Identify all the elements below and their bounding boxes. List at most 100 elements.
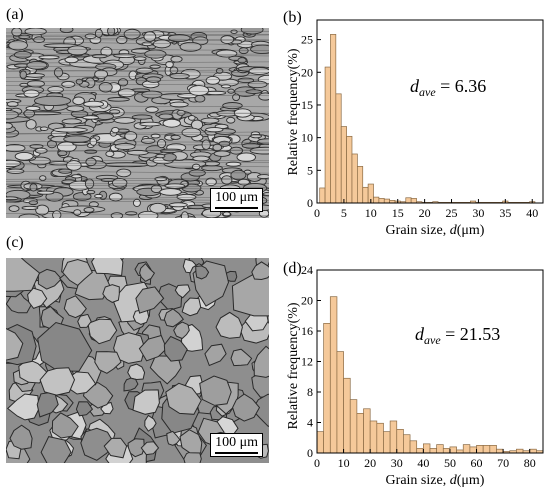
bar-d-19 (442, 448, 451, 454)
x-axis-title-d-unit: (μm) (457, 473, 485, 488)
scalebar-c-line (215, 452, 258, 454)
scalebar-a-line (215, 207, 258, 209)
bar-d-6 (356, 413, 364, 454)
x-tick-label-b-1: 5 (341, 206, 347, 220)
bar-b-0 (319, 187, 326, 204)
bar-d-9 (376, 422, 384, 454)
bar-d-11 (389, 420, 398, 454)
y-tick-label-b-1: 5 (307, 163, 313, 177)
x-tick-label-d-0: 0 (314, 456, 320, 470)
annotation-b-subscript: ave (419, 85, 436, 99)
x-tick-label-b-7: 35 (499, 206, 511, 220)
bar-d-17 (429, 448, 437, 454)
x-axis-title-d: Grain size, d(μm) (386, 473, 485, 488)
y-tick-label-d-5: 20 (301, 294, 313, 308)
micrograph-a: 100 μm (6, 28, 269, 218)
bar-b-4 (340, 126, 347, 204)
y-axis-title-b: Relative frequency(%) (286, 48, 301, 175)
bar-d-1 (323, 323, 331, 454)
bar-d-27 (496, 448, 504, 454)
bar-d-3 (336, 351, 344, 454)
bar-b-5 (346, 135, 353, 204)
y-tick-label-d-2: 8 (307, 385, 313, 399)
annotation-d-subscript: ave (424, 333, 441, 347)
x-tick-label-d-1: 10 (338, 456, 350, 470)
bar-d-5 (349, 399, 358, 454)
x-tick-label-d-2: 20 (364, 456, 376, 470)
bar-d-25 (482, 445, 491, 454)
bar-d-14 (409, 440, 418, 454)
y-axis-title-d: Relative frequency(%) (286, 302, 301, 429)
y-tick-label-b-4: 20 (301, 65, 313, 79)
bar-d-22 (462, 444, 471, 454)
histogram-d: (d) 0 10 20 30 40 50 60 70 80 0 4 8 12 16 20 24 Relativ… (283, 260, 544, 488)
x-tick-label-d-4: 40 (417, 456, 429, 470)
annotation-b: dave = 6.36 (410, 76, 486, 99)
x-tick-label-b-3: 15 (392, 206, 404, 220)
bar-d-12 (396, 429, 404, 454)
y-tick-label-d-6: 24 (301, 263, 313, 277)
bar-d-7 (363, 408, 371, 454)
annotation-b-value: = 6.36 (436, 76, 487, 96)
bar-b-10 (373, 196, 380, 204)
bar-d-15 (416, 448, 424, 454)
x-tick-label-d-5: 50 (444, 456, 456, 470)
panel-label-b: (b) (283, 9, 302, 26)
bar-d-18 (436, 444, 444, 454)
x-tick-label-b-8: 40 (526, 206, 538, 220)
x-tick-label-d-6: 60 (471, 456, 483, 470)
x-axis-title-b-unit: (μm) (457, 223, 485, 238)
histogram-b: (b) 0 5 10 15 20 25 30 35 40 0 5 10 15 20 25 Relative … (283, 9, 544, 238)
x-tick-label-b-4: 20 (419, 206, 431, 220)
x-axis-title-d-symbol: d (450, 473, 458, 488)
x-tick-label-b-6: 30 (472, 206, 484, 220)
x-tick-label-d-8: 80 (524, 456, 536, 470)
bar-b-16 (405, 197, 412, 204)
bar-b-8 (362, 186, 369, 204)
bar-d-30 (516, 448, 524, 454)
plot-frame-b (316, 19, 544, 204)
bar-d-2 (329, 296, 338, 454)
x-axis-title-b: Grain size, d(μm) (386, 223, 485, 238)
panel-label-c: (c) (6, 234, 24, 251)
scalebar-a-label: 100 μm (215, 190, 258, 205)
x-tick-label-b-2: 10 (365, 206, 377, 220)
x-axis-title-b-symbol: d (450, 223, 458, 238)
bar-b-1 (324, 66, 331, 204)
y-tick-label-b-3: 15 (301, 98, 313, 112)
x-tick-label-d-7: 70 (497, 456, 509, 470)
bar-b-2 (330, 34, 337, 204)
x-tick-label-b-5: 25 (446, 206, 458, 220)
bar-b-3 (335, 93, 342, 204)
x-axis-title-d-main: Grain size, (386, 473, 450, 488)
bar-d-0 (316, 431, 324, 454)
annotation-d: dave = 21.53 (415, 324, 500, 347)
bar-d-13 (403, 434, 411, 454)
scalebar-c-label: 100 μm (215, 435, 258, 450)
bar-b-12 (383, 198, 390, 204)
annotation-d-symbol: d (415, 324, 425, 344)
bar-b-11 (378, 198, 385, 204)
x-tick-label-d-3: 30 (391, 456, 403, 470)
scalebar-c: 100 μm (210, 433, 263, 457)
bar-d-23 (469, 446, 477, 454)
micrograph-c: 100 μm (6, 258, 269, 463)
bar-b-17 (410, 198, 417, 204)
bar-d-4 (343, 377, 351, 454)
y-tick-label-b-0: 0 (307, 196, 313, 210)
y-tick-label-d-4: 16 (301, 324, 313, 338)
scalebar-a: 100 μm (210, 188, 263, 212)
y-tick-label-b-5: 25 (301, 33, 313, 47)
y-tick-label-d-0: 0 (307, 446, 313, 460)
bar-b-6 (351, 153, 358, 204)
panel-label-a: (a) (6, 6, 24, 23)
bar-d-8 (369, 420, 378, 454)
bar-b-7 (357, 166, 364, 204)
annotation-b-symbol: d (410, 76, 420, 96)
y-tick-label-d-1: 4 (307, 416, 313, 430)
bar-d-26 (489, 445, 497, 454)
x-axis-title-b-main: Grain size, (386, 223, 450, 238)
y-tick-label-d-3: 12 (301, 355, 313, 369)
bar-d-20 (449, 446, 457, 454)
panel-label-d: (d) (283, 260, 302, 277)
